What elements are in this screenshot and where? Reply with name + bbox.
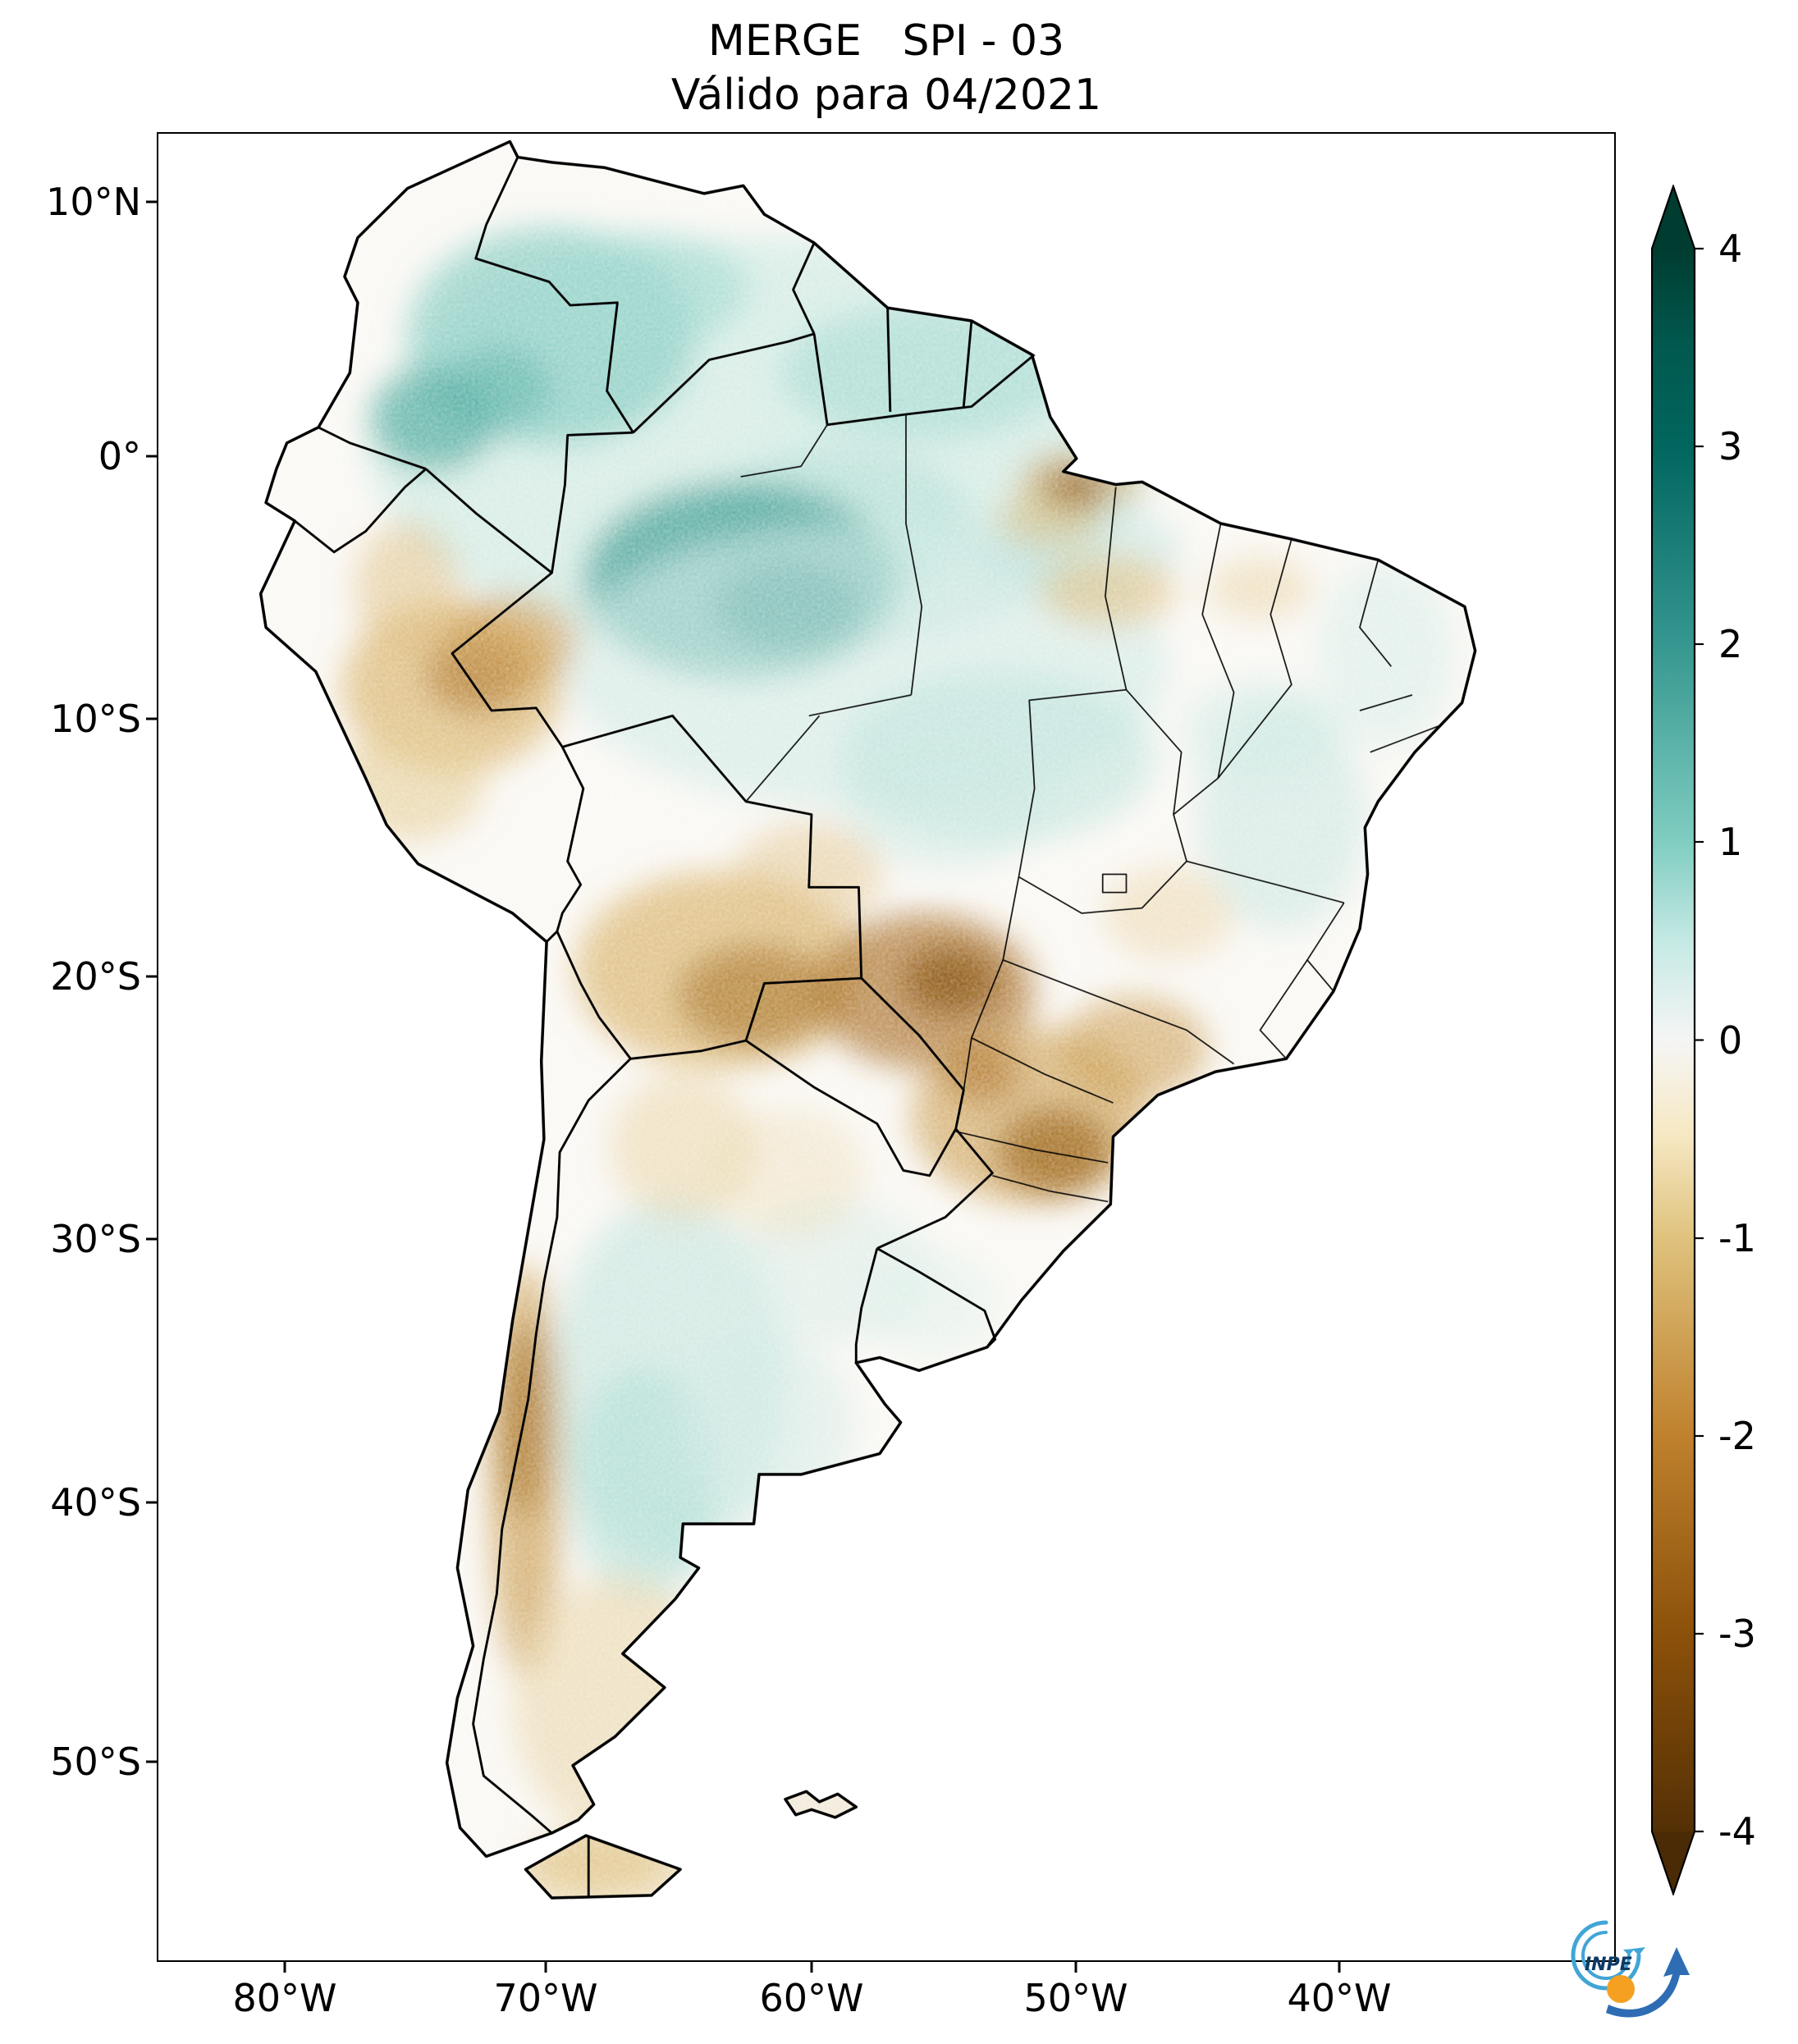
colorbar-tick-label: 4 bbox=[1718, 226, 1743, 271]
lon-tick-label: 70°W bbox=[493, 1976, 598, 2020]
colorbar-tick-marks bbox=[1695, 247, 1704, 1833]
lat-tick-mark bbox=[146, 1760, 157, 1763]
lon-tick-mark bbox=[1074, 1962, 1077, 1973]
lon-tick-label: 40°W bbox=[1287, 1976, 1392, 2020]
colorbar-extend-bottom bbox=[1652, 1831, 1695, 1894]
colorbar-tick-label: 1 bbox=[1718, 820, 1743, 864]
lat-tick-mark bbox=[146, 1501, 157, 1504]
south-america-spi-map bbox=[258, 139, 1477, 1900]
lat-tick-mark bbox=[146, 975, 157, 978]
figure-subtitle: Válido para 04/2021 bbox=[670, 71, 1102, 120]
lat-tick-label: 10°N bbox=[46, 180, 141, 224]
lon-tick-mark bbox=[1338, 1962, 1341, 1973]
lat-tick-label: 30°S bbox=[50, 1217, 141, 1261]
colorbar-tick-label: -4 bbox=[1718, 1809, 1756, 1854]
colorbar-tick-label: 2 bbox=[1718, 622, 1743, 666]
colorbar bbox=[1651, 185, 1704, 1895]
lon-tick-mark bbox=[283, 1962, 286, 1973]
inpe-blue-arrow-icon bbox=[1606, 1947, 1690, 2018]
lon-tick-label: 50°W bbox=[1023, 1976, 1128, 2020]
spi-raster-field bbox=[260, 141, 1475, 1899]
colorbar-extend-top bbox=[1652, 186, 1695, 249]
lat-tick-mark bbox=[146, 200, 157, 203]
lat-tick-label: 0° bbox=[98, 434, 141, 478]
country-borders bbox=[294, 156, 1036, 1899]
colorbar-gradient bbox=[1652, 249, 1695, 1831]
inpe-swirl-icon bbox=[1571, 1920, 1645, 1991]
state-borders bbox=[740, 414, 1439, 1203]
lat-tick-label: 40°S bbox=[50, 1480, 141, 1525]
lat-tick-mark bbox=[146, 717, 157, 720]
colorbar-tick-label: -1 bbox=[1718, 1216, 1756, 1260]
coastline bbox=[258, 139, 1477, 1900]
colorbar-tick-label: -2 bbox=[1718, 1414, 1756, 1458]
lat-tick-label: 20°S bbox=[50, 954, 141, 999]
lon-tick-mark bbox=[810, 1962, 813, 1973]
map-plot-frame: INPE bbox=[157, 132, 1690, 2018]
inpe-orange-ball-icon bbox=[1607, 1975, 1635, 2003]
inpe-logo-text: INPE bbox=[1585, 1955, 1632, 1975]
lon-tick-mark bbox=[544, 1962, 547, 1973]
lat-tick-mark bbox=[146, 1237, 157, 1241]
figure-title: MERGE SPI - 03 bbox=[707, 16, 1065, 66]
lat-tick-mark bbox=[146, 455, 157, 458]
raster-noise-texture bbox=[260, 141, 1475, 1899]
colorbar-tick-label: 0 bbox=[1718, 1018, 1743, 1063]
inpe-logo: INPE bbox=[1571, 1920, 1690, 2018]
lon-tick-label: 80°W bbox=[232, 1976, 337, 2020]
lon-tick-label: 60°W bbox=[759, 1976, 864, 2020]
colorbar-tick-label: -3 bbox=[1718, 1612, 1756, 1656]
lat-tick-label: 50°S bbox=[50, 1740, 141, 1784]
colorbar-tick-label: 3 bbox=[1718, 424, 1743, 469]
lat-tick-label: 10°S bbox=[50, 697, 141, 741]
